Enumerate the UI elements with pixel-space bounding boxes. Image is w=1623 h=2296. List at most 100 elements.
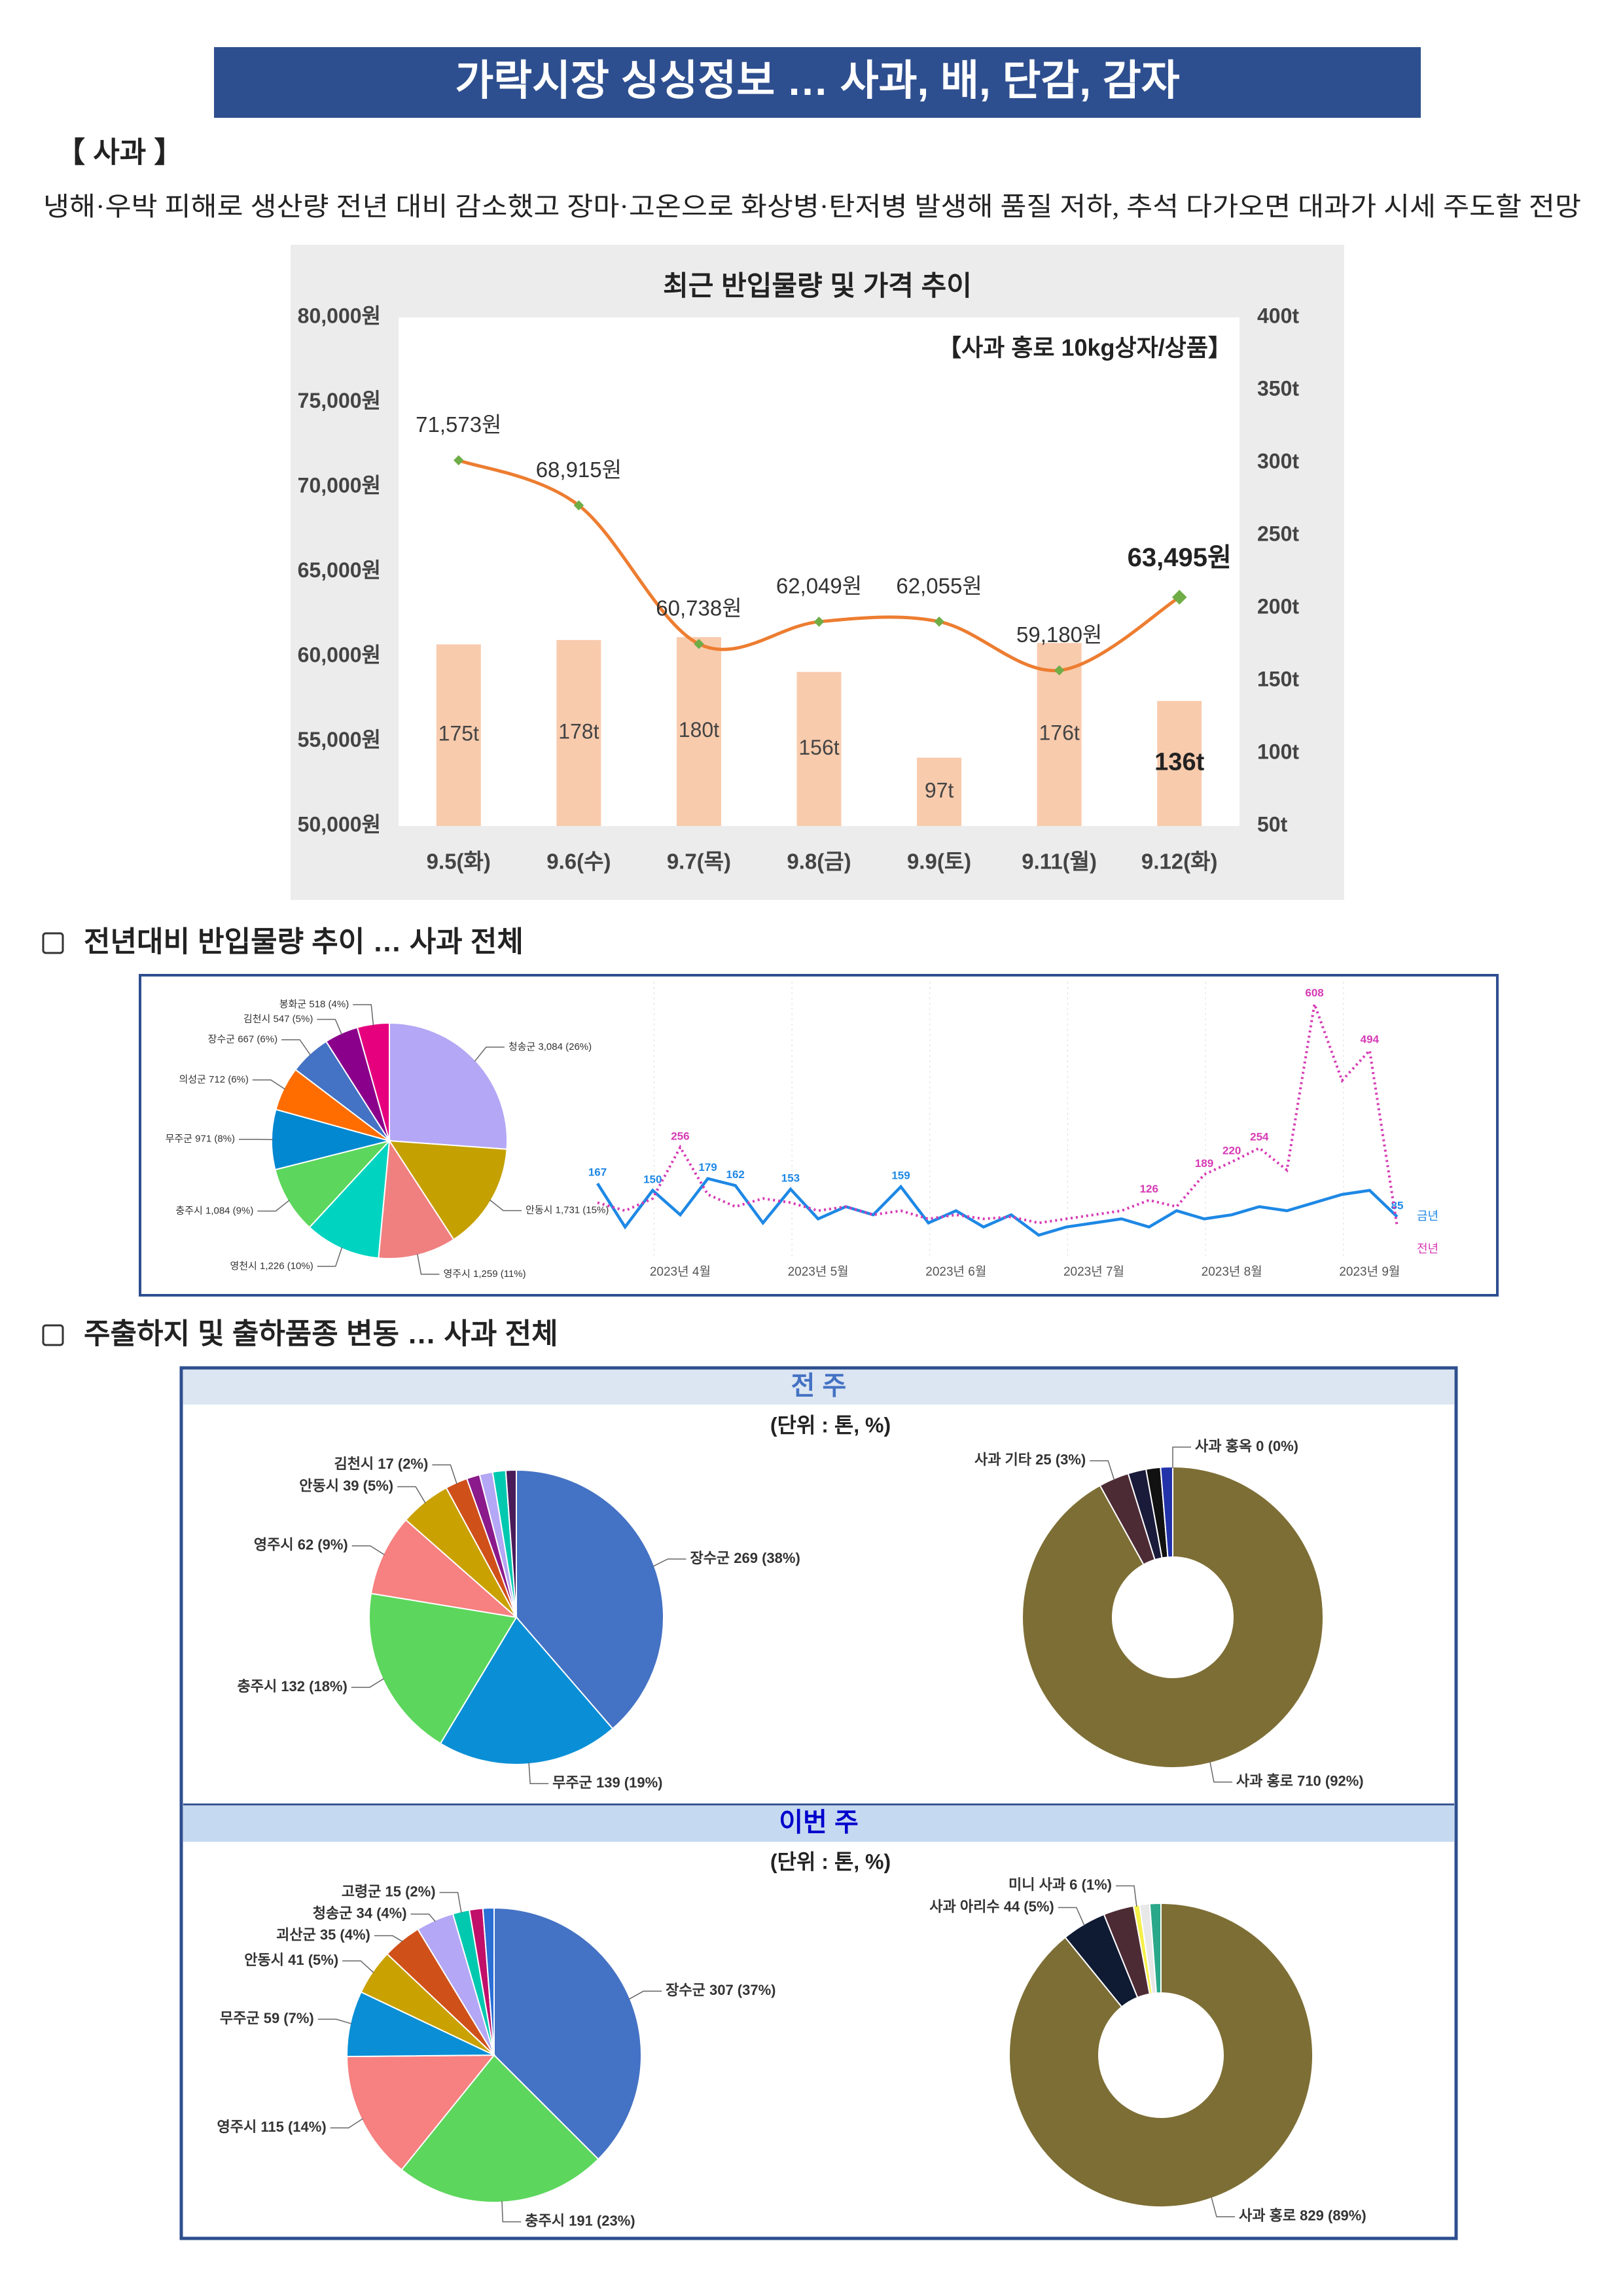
x-tick-label: 9.9(토) <box>907 850 971 874</box>
marker <box>573 500 584 511</box>
marker <box>934 616 944 627</box>
marker <box>694 639 704 649</box>
x-tick-label: 9.12(화) <box>1141 850 1218 874</box>
leader-line <box>416 1253 440 1275</box>
donut-slice <box>1022 1465 1324 1768</box>
donut-slice <box>1008 1902 1313 2208</box>
donut-slice <box>1149 1902 1162 1994</box>
y2-tick-label: 200t <box>1257 594 1299 618</box>
point-label: 179 <box>698 1161 717 1174</box>
slice-label: 무주군 971 (8%) <box>166 1134 235 1145</box>
x-tick-label: 9.8(금) <box>787 850 851 874</box>
summary: 냉해·우박 피해로 생산량 전년 대비 감소했고 장마·고온으로 화상병·탄저병… <box>43 192 1581 221</box>
slice-label: 사과 아리수 44 (5%) <box>929 1898 1054 1914</box>
marker <box>454 455 464 466</box>
slice-label: 영주시 1,259 (11%) <box>443 1268 526 1280</box>
slice-label: 청송군 3,084 (26%) <box>508 1041 592 1052</box>
price-label: 62,055원 <box>896 573 982 598</box>
y-tick-label: 80,000원 <box>298 304 381 327</box>
x-tick-label: 2023년 9월 <box>1339 1265 1400 1279</box>
leader-line <box>652 1558 687 1567</box>
leader-line <box>353 1004 374 1026</box>
slice-label: 무주군 139 (19%) <box>552 1774 662 1791</box>
bar-label: 180t <box>679 718 719 742</box>
leader-line <box>432 1464 457 1484</box>
leader-line <box>351 1545 385 1556</box>
bar <box>556 639 601 826</box>
point-label: 608 <box>1305 987 1323 999</box>
point-label: 162 <box>726 1168 745 1181</box>
leader-line <box>474 1047 505 1062</box>
slice-label: 청송군 34 (4%) <box>313 1905 407 1921</box>
leader-line <box>1115 1885 1137 1907</box>
slice-label: 안동시 39 (5%) <box>299 1477 393 1494</box>
slice-label: 봉화군 518 (4%) <box>279 999 349 1010</box>
point-label: 150 <box>643 1173 662 1185</box>
slice-label: 미니 사과 6 (1%) <box>1008 1876 1112 1893</box>
x-tick-label: 2023년 4월 <box>650 1265 711 1279</box>
week-band <box>183 1370 1454 1405</box>
week-label: 전 주 <box>791 1372 847 1401</box>
x-tick-label: 2023년 7월 <box>1063 1265 1124 1279</box>
leader-line <box>1209 1761 1232 1783</box>
legend-label: 금년 <box>1417 1210 1438 1223</box>
y-tick-label: 50,000원 <box>298 812 381 836</box>
price-label: 68,915원 <box>536 457 622 482</box>
slice-label: 무주군 59 (7%) <box>220 2010 314 2026</box>
chart-title: 최근 반입물량 및 가격 추이 <box>663 270 972 301</box>
section-label: 【 사과 】 <box>56 137 183 169</box>
slice-label: 안동시 1,731 (15%) <box>526 1205 609 1216</box>
y-tick-label: 75,000원 <box>298 389 381 412</box>
pie-slice <box>389 1022 508 1150</box>
slice-label: 충주시 191 (23%) <box>525 2212 635 2229</box>
x-tick-label: 2023년 6월 <box>925 1265 986 1279</box>
week-label: 이번 주 <box>779 1808 859 1837</box>
y-tick-label: 70,000원 <box>298 473 381 497</box>
leader-line <box>439 1892 462 1913</box>
slice-label: 김천시 17 (2%) <box>334 1456 428 1472</box>
point-label: 256 <box>671 1130 689 1142</box>
point-label: 220 <box>1222 1145 1241 1157</box>
point-label: 494 <box>1361 1033 1380 1045</box>
leader-line <box>397 1486 426 1503</box>
y2-tick-label: 350t <box>1257 376 1299 400</box>
slice-label: 괴산군 35 (4%) <box>276 1926 370 1943</box>
slice-label: 사과 홍로 829 (89%) <box>1239 2208 1366 2224</box>
checkbox <box>42 932 64 954</box>
slice-label: 고령군 15 (2%) <box>342 1883 436 1899</box>
bar <box>796 672 842 826</box>
unit-label: (단위 : 톤, %) <box>770 1413 891 1437</box>
leader-line <box>252 1079 285 1090</box>
x-tick-label: 2023년 8월 <box>1202 1265 1262 1279</box>
leader-line <box>1172 1446 1191 1468</box>
pie-slice <box>482 1907 495 2056</box>
y2-tick-label: 250t <box>1257 522 1299 545</box>
panel <box>179 1366 1458 2240</box>
leader-line <box>1211 2197 1235 2217</box>
leader-line <box>281 1039 311 1056</box>
slice-label: 사과 홍옥 0 (0%) <box>1195 1438 1298 1454</box>
leader-line <box>628 1990 662 2000</box>
pie-slice <box>505 1469 517 1618</box>
y2-tick-label: 400t <box>1257 304 1299 327</box>
leader-line <box>257 1200 290 1212</box>
x-tick-label: 9.11(월) <box>1022 850 1097 874</box>
bar <box>1157 701 1202 826</box>
slice-label: 영주시 62 (9%) <box>254 1537 348 1553</box>
leader-line <box>410 1913 436 1922</box>
chart-subtitle: 【사과 홍로 10kg상자/상품】 <box>938 334 1232 361</box>
marker <box>813 617 825 627</box>
leader-line <box>351 1677 385 1688</box>
point-label: 189 <box>1195 1157 1213 1170</box>
point-label: 167 <box>588 1166 607 1179</box>
slice-label: 김천시 547 (5%) <box>243 1013 313 1024</box>
point-label: 126 <box>1140 1183 1158 1195</box>
leader-line <box>528 1763 549 1784</box>
page-title: 가락시장 싱싱정보 … 사과, 배, 단감, 감자 <box>455 57 1179 104</box>
slice-label: 충주시 132 (18%) <box>237 1678 347 1695</box>
point-label: 85 <box>1391 1200 1404 1212</box>
y2-tick-label: 100t <box>1257 740 1299 763</box>
leader-line <box>317 1247 343 1267</box>
leader-line <box>317 1018 342 1035</box>
